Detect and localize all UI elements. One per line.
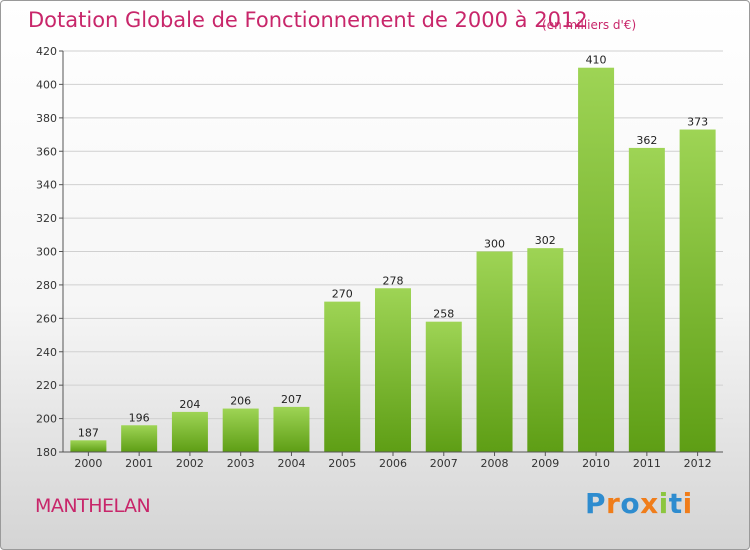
chart-title: Dotation Globale de Fonctionnement de 20… xyxy=(28,8,588,32)
y-tick-label: 320 xyxy=(36,212,57,225)
x-tick-label: 2011 xyxy=(633,457,661,470)
x-tick-label: 2002 xyxy=(176,457,204,470)
x-axis: 2000 2001 2002 2003 2004 2005 2006 2007 2008 2009… xyxy=(63,451,723,470)
logo-letter: i xyxy=(682,487,693,520)
y-tick-label: 180 xyxy=(36,446,57,459)
bar-value-label: 362 xyxy=(636,134,657,147)
bar-value-label: 300 xyxy=(484,238,505,251)
x-tick-label: 2003 xyxy=(227,457,255,470)
y-tick-label: 400 xyxy=(36,78,57,91)
x-tick-label: 2008 xyxy=(481,457,509,470)
bar-2009 xyxy=(527,248,564,452)
y-tick-label: 260 xyxy=(36,312,57,325)
y-tick-label: 240 xyxy=(36,346,57,359)
x-tick-label: 2004 xyxy=(277,457,305,470)
chart-subtitle: (en milliers d'€) xyxy=(542,18,637,32)
bar-value-label: 258 xyxy=(433,308,454,321)
x-tick-label: 2006 xyxy=(379,457,407,470)
bar-2000 xyxy=(70,440,107,452)
logo-letter: r xyxy=(606,487,621,520)
bar-2006 xyxy=(375,288,411,452)
bar-2003 xyxy=(222,408,259,452)
x-tick-label: 2012 xyxy=(684,457,712,470)
bar-2011 xyxy=(628,147,665,453)
x-tick-label: 2009 xyxy=(531,457,559,470)
bar-value-label: 270 xyxy=(332,288,353,301)
logo-letter: x xyxy=(640,487,659,520)
bar-2007 xyxy=(425,321,462,452)
bars: 187 196 204 206 207 270 278 258 300 302 410 362 373 xyxy=(70,54,716,453)
bar-value-label: 207 xyxy=(281,393,302,406)
bar-2001 xyxy=(121,425,158,452)
y-tick-label: 340 xyxy=(36,179,57,192)
logo-letter: P xyxy=(585,487,607,520)
y-tick-label: 300 xyxy=(36,246,57,259)
y-tick-label: 420 xyxy=(36,45,57,58)
logo-letter: t xyxy=(668,487,683,520)
logo-letter: o xyxy=(620,487,641,520)
bar-value-label: 204 xyxy=(179,398,200,411)
bar-value-label: 302 xyxy=(535,234,556,247)
y-axis: 180 200 220 240 260 280 300 320 340 360 380 400 420 xyxy=(36,45,64,459)
bar-value-label: 278 xyxy=(383,274,404,287)
y-tick-label: 360 xyxy=(36,145,57,158)
y-tick-label: 220 xyxy=(36,379,57,392)
x-tick-label: 2000 xyxy=(74,457,102,470)
y-tick-label: 380 xyxy=(36,112,57,125)
x-tick-label: 2010 xyxy=(582,457,610,470)
x-tick-label: 2005 xyxy=(328,457,356,470)
bar-2004 xyxy=(273,406,310,452)
bar-2010 xyxy=(578,67,615,452)
bar-value-label: 410 xyxy=(586,54,607,67)
commune-name: MANTHELAN xyxy=(35,495,151,517)
x-tick-label: 2007 xyxy=(430,457,458,470)
bar-2005 xyxy=(324,301,361,452)
bar-2008 xyxy=(476,251,513,452)
x-tick-label: 2001 xyxy=(125,457,153,470)
bar-value-label: 196 xyxy=(129,411,150,424)
bar-value-label: 373 xyxy=(687,116,708,129)
bar-value-label: 187 xyxy=(78,426,99,439)
y-tick-label: 280 xyxy=(36,279,57,292)
proxiti-logo: Proxiti xyxy=(585,487,693,520)
bar-2002 xyxy=(171,411,208,452)
bar-value-label: 206 xyxy=(230,395,251,408)
logo-letter: i xyxy=(658,487,669,520)
y-tick-label: 200 xyxy=(36,413,57,426)
bar-2012 xyxy=(679,129,716,452)
